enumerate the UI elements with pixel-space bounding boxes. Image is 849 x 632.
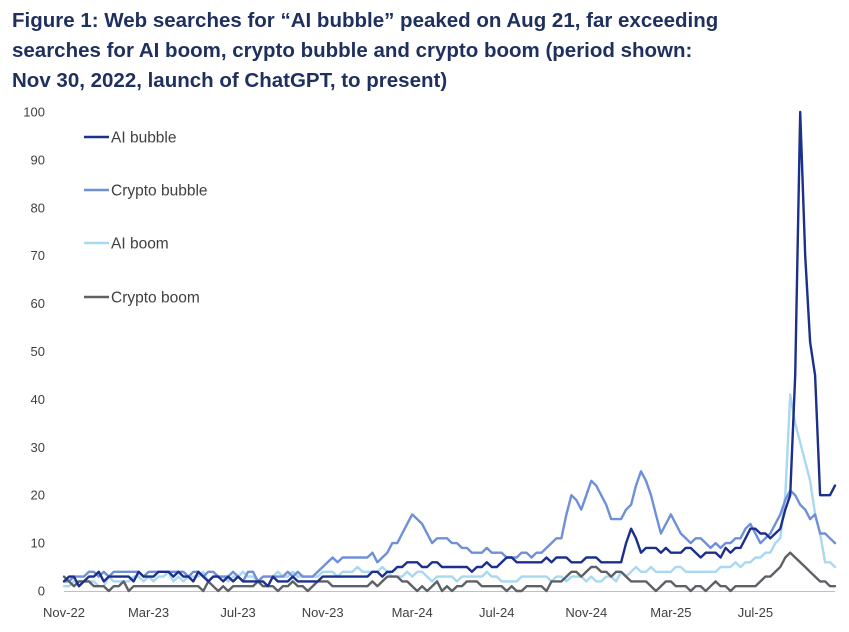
chart-title-line-2: searches for AI boom, crypto bubble and … <box>12 39 693 62</box>
series-line-crypto-boom <box>62 551 837 593</box>
y-tick-label: 0 <box>38 584 45 599</box>
x-tick-label: Jul-24 <box>479 605 514 620</box>
chart-title: Figure 1: Web searches for “AI bubble” p… <box>12 6 842 96</box>
series-line-crypto-bubble <box>62 470 837 583</box>
x-tick-label: Nov-22 <box>43 605 85 620</box>
y-tick-label: 90 <box>31 152 45 167</box>
y-tick-label: 60 <box>31 296 45 311</box>
series-group <box>62 110 837 593</box>
x-tick-label: Nov-23 <box>302 605 344 620</box>
y-tick-label: 80 <box>31 200 45 215</box>
chart-title-line-3: Nov 30, 2022, launch of ChatGPT, to pres… <box>12 69 448 92</box>
legend-label: Crypto bubble <box>111 183 208 200</box>
x-tick-label: Mar-23 <box>128 605 169 620</box>
y-tick-label: 50 <box>31 344 45 359</box>
legend: AI bubble Crypto bubble AI boom Crypto boom <box>84 130 208 307</box>
y-tick-label: 20 <box>31 488 45 503</box>
y-tick-label: 10 <box>31 536 45 551</box>
x-tick-label: Nov-24 <box>565 605 607 620</box>
y-tick-label: 30 <box>31 440 45 455</box>
legend-label: Crypto boom <box>111 290 200 307</box>
x-tick-label: Jul-25 <box>738 605 773 620</box>
series-line-ai-bubble <box>62 110 837 588</box>
legend-label: AI bubble <box>111 130 177 147</box>
legend-label: AI boom <box>111 236 169 253</box>
y-tick-label: 100 <box>23 105 45 120</box>
x-axis: Nov-22 Mar-23 Jul-23 Nov-23 Mar-24 Jul-24 Nov-… <box>43 591 835 620</box>
x-tick-label: Mar-24 <box>392 605 433 620</box>
series-line-ai-boom <box>62 393 837 588</box>
x-tick-label: Jul-23 <box>220 605 255 620</box>
x-tick-label: Mar-25 <box>650 605 691 620</box>
y-tick-label: 40 <box>31 392 45 407</box>
chart-title-line-1: Figure 1: Web searches for “AI bubble” p… <box>12 9 719 32</box>
y-tick-label: 70 <box>31 248 45 263</box>
y-axis: 0 10 20 30 40 50 60 70 80 90 100 <box>23 105 45 599</box>
